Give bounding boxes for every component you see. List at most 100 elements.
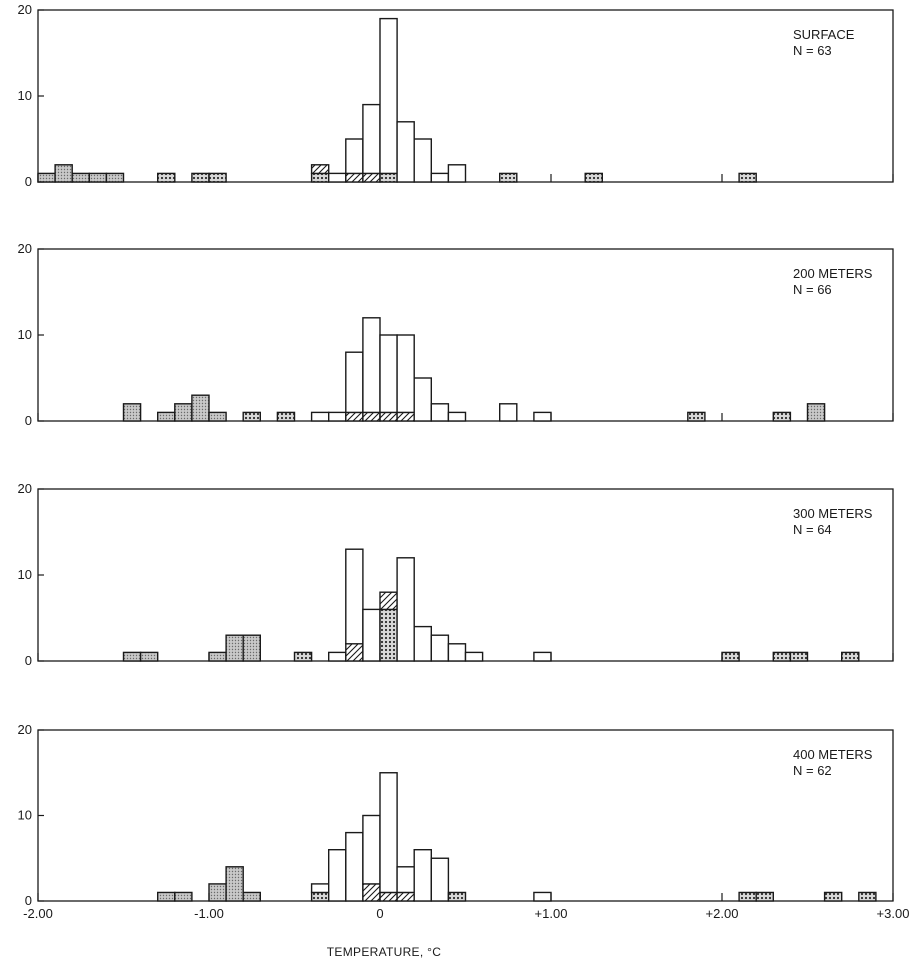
bar-segment-stipple	[54, 164, 73, 183]
panel-depth-label: 400 METERS	[793, 747, 873, 762]
bar-segment-dots	[841, 651, 860, 662]
bar-segment-blank	[447, 411, 467, 422]
bar-segment-stipple	[37, 172, 56, 183]
plot-frame	[37, 729, 894, 902]
bar-segment-blank	[379, 334, 398, 414]
bar-segment-stipple	[225, 634, 244, 662]
bar-segment-blank	[396, 121, 415, 183]
histogram-bar	[225, 634, 244, 662]
histogram-bar	[208, 172, 227, 183]
x-tick-label: -1.00	[194, 906, 224, 921]
bar-segment-hatch	[379, 891, 398, 902]
bar-segment-dots	[156, 172, 176, 183]
histogram-bar	[396, 334, 415, 422]
y-tick-label: 10	[18, 327, 32, 342]
y-tick-label: 20	[18, 481, 32, 496]
bar-segment-blank	[310, 411, 330, 422]
bar-segment-blank	[328, 172, 347, 183]
plot-frame	[37, 248, 894, 422]
histogram-bar	[806, 403, 826, 422]
bar-segment-blank	[362, 814, 381, 885]
bar-segment-dots	[379, 172, 398, 183]
bar-segment-dots	[858, 891, 877, 902]
bar-segment-blank	[362, 608, 381, 662]
histogram-bar	[276, 411, 296, 422]
bar-segment-blank	[345, 351, 364, 414]
bar-segment-stipple	[156, 891, 176, 902]
plot-frame	[37, 9, 894, 183]
bar-segment-blank	[345, 138, 364, 175]
bar-segment-blank	[345, 548, 364, 645]
histogram-bar	[328, 849, 347, 902]
plot-frame	[37, 488, 894, 662]
bar-segment-blank	[379, 772, 398, 894]
histogram-bar	[396, 121, 415, 183]
bar-segment-stipple	[122, 651, 142, 662]
bar-segment-stipple	[806, 403, 826, 422]
bar-segment-blank	[533, 651, 552, 662]
bar-segment-dots	[823, 891, 843, 902]
histogram-bar	[156, 172, 176, 183]
bar-segment-dots	[789, 651, 809, 662]
bar-segment-hatch	[310, 164, 330, 175]
bar-segment-blank	[430, 403, 450, 422]
y-tick-label: 20	[18, 2, 32, 17]
panel-n-label: N = 63	[793, 43, 832, 58]
bar-segment-dots	[772, 411, 792, 422]
histogram-bar	[54, 164, 73, 183]
bar-segment-stipple	[139, 651, 159, 662]
bar-segment-dots	[721, 651, 740, 662]
histogram-bar	[242, 411, 261, 422]
histogram-bar	[328, 411, 347, 422]
bar-segment-dots	[447, 891, 467, 902]
bar-segment-dots	[584, 172, 604, 183]
histogram-bar	[105, 172, 125, 183]
bar-segment-blank	[413, 377, 433, 422]
bar-segment-blank	[379, 17, 398, 175]
bar-segment-hatch	[345, 411, 364, 422]
bar-segment-blank	[310, 883, 330, 894]
histogram-bar	[499, 403, 518, 422]
bar-segment-stipple	[208, 411, 227, 422]
y-tick-label: 0	[25, 174, 32, 189]
bar-segment-blank	[396, 557, 415, 662]
bar-segment-dots	[772, 651, 792, 662]
bar-segment-dots	[208, 172, 227, 183]
histogram-bar	[156, 411, 176, 422]
panel-n-label: N = 62	[793, 763, 832, 778]
histogram-bar	[738, 172, 757, 183]
bar-segment-hatch	[362, 411, 381, 422]
histogram-bar	[362, 103, 381, 183]
histogram-bar	[464, 651, 484, 662]
histogram-bar	[413, 849, 433, 902]
bar-segment-dots	[755, 891, 775, 902]
y-tick-label: 10	[18, 808, 32, 823]
bar-segment-dots	[738, 891, 757, 902]
bar-segment-blank	[499, 403, 518, 422]
histogram-bar	[345, 351, 364, 422]
bar-segment-hatch	[362, 883, 381, 902]
histogram-bar	[841, 651, 860, 662]
histogram-bar	[738, 891, 757, 902]
histogram-bar	[447, 411, 467, 422]
histogram-bar	[208, 883, 227, 902]
histogram-bar	[88, 172, 108, 183]
bar-segment-hatch	[345, 172, 364, 183]
histogram-bar	[174, 891, 193, 902]
bar-segment-blank	[413, 138, 433, 183]
histogram-bar	[379, 17, 398, 183]
bar-segment-blank	[430, 634, 450, 662]
bar-segment-hatch	[396, 411, 415, 422]
y-tick-label: 20	[18, 241, 32, 256]
histogram-bar	[345, 548, 364, 662]
y-tick-label: 0	[25, 893, 32, 908]
histogram-bar	[533, 411, 552, 422]
histogram-bar	[413, 625, 433, 662]
bar-segment-stipple	[208, 883, 227, 902]
bar-segment-blank	[396, 866, 415, 894]
histogram-bar	[379, 591, 398, 662]
bar-segment-blank	[362, 103, 381, 175]
